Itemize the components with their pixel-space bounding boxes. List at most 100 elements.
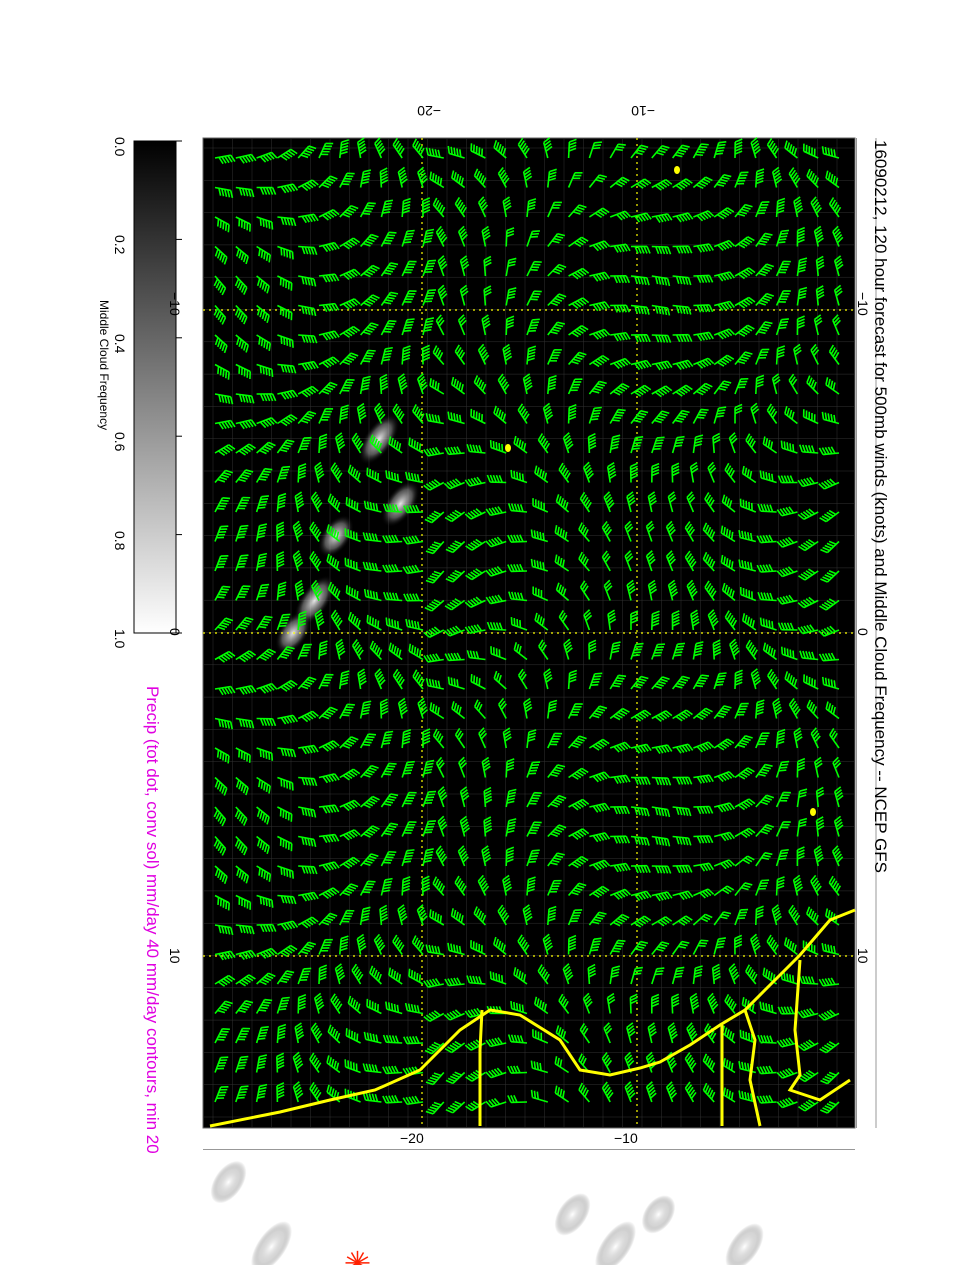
wind-barb (318, 887, 340, 899)
wind-barb (318, 208, 340, 221)
border-line (478, 1009, 484, 1126)
wind-barb (630, 384, 652, 397)
wind-barb (692, 434, 704, 454)
wind-barb (477, 874, 490, 896)
wind-barb (603, 1022, 613, 1044)
wind-barb (755, 794, 775, 808)
wind-barb (693, 357, 715, 369)
wind-barb (382, 564, 403, 573)
wind-barb (485, 506, 507, 517)
wind-barb (589, 771, 611, 783)
wind-barb (651, 806, 671, 818)
wind-barb (558, 993, 570, 1014)
wind-barb (214, 747, 230, 764)
wind-barb (297, 179, 319, 192)
wind-barb (450, 908, 466, 926)
wind-barb (235, 894, 252, 910)
wind-barb (276, 613, 291, 631)
wind-barb (437, 786, 448, 808)
wind-barb (277, 183, 299, 194)
wind-barb (558, 610, 570, 631)
wind-barb (408, 643, 424, 661)
wind-barb (734, 296, 756, 309)
wind-barb (629, 462, 639, 483)
wind-barb (692, 641, 704, 660)
wind-barb (547, 794, 567, 808)
wind-barb (775, 728, 786, 749)
wind-barb (734, 798, 756, 811)
wind-barb (537, 964, 550, 985)
wind-barb (734, 324, 755, 338)
wind-barb (797, 476, 819, 488)
wind-barb (277, 245, 294, 260)
wind-barb (818, 446, 840, 456)
wind-barb (784, 671, 798, 690)
tick-label: 10 (167, 948, 183, 964)
wind-barb (776, 1037, 798, 1048)
wind-barb (775, 821, 791, 837)
wind-barb (797, 1008, 819, 1019)
wind-barb (567, 138, 577, 159)
wind-barb (609, 939, 626, 955)
wind-barb (603, 491, 615, 513)
wind-barb (745, 433, 757, 454)
wind-barb (601, 1081, 614, 1103)
wind-barb (256, 947, 278, 959)
wind-barb (276, 1023, 287, 1044)
wind-barb (425, 147, 444, 159)
wind-barb (297, 145, 317, 159)
wind-barb (214, 186, 234, 199)
wind-barb (686, 491, 696, 513)
wind-barb (724, 993, 737, 1015)
wind-barb (294, 491, 305, 513)
wind-barb (796, 257, 808, 277)
wind-barb (756, 1095, 777, 1104)
wind-barb (235, 1085, 249, 1103)
wind-barb (567, 909, 583, 926)
wind-barb (606, 461, 617, 483)
wind-barb (397, 166, 408, 188)
wind-barb (651, 213, 673, 223)
wind-barb (582, 992, 593, 1014)
wind-barb (526, 290, 542, 306)
wind-barb (714, 802, 735, 813)
wind-barb (547, 824, 567, 838)
wind-barb (831, 845, 844, 867)
wind-barb (651, 776, 672, 786)
wind-barb (412, 404, 425, 425)
wind-barb (568, 297, 590, 309)
wind-barb (806, 168, 820, 189)
wind-barb (360, 795, 380, 809)
wind-barb (665, 550, 676, 572)
wind-barb (750, 137, 761, 159)
wind-barb (530, 1089, 549, 1103)
wind-barb (255, 998, 273, 1014)
wind-barb (780, 971, 798, 985)
wind-barb (339, 670, 350, 690)
wind-barb (359, 733, 377, 749)
wind-barb (497, 166, 510, 188)
wind-barb (651, 891, 673, 902)
wind-barb (734, 669, 743, 690)
wind-barb (630, 245, 651, 254)
wind-barb (422, 848, 434, 867)
wind-barb (828, 875, 842, 896)
wind-barb (339, 237, 361, 250)
wind-barb (522, 904, 533, 926)
wind-barb (402, 535, 424, 545)
wind-barb (256, 151, 278, 163)
wind-barb (360, 825, 380, 838)
wind-barb (526, 230, 540, 247)
wind-barb (437, 815, 448, 837)
wind-barb (588, 911, 607, 926)
wind-barb (339, 325, 361, 338)
wind-barb (297, 463, 307, 483)
wind-barb (671, 462, 680, 483)
wind-barb (704, 492, 715, 513)
wind-barb (297, 410, 317, 425)
wind-barb (466, 975, 486, 985)
wind-barb (470, 408, 486, 425)
wind-barb (485, 536, 507, 548)
wind-barb (326, 1084, 341, 1103)
wind-barb (775, 229, 790, 247)
